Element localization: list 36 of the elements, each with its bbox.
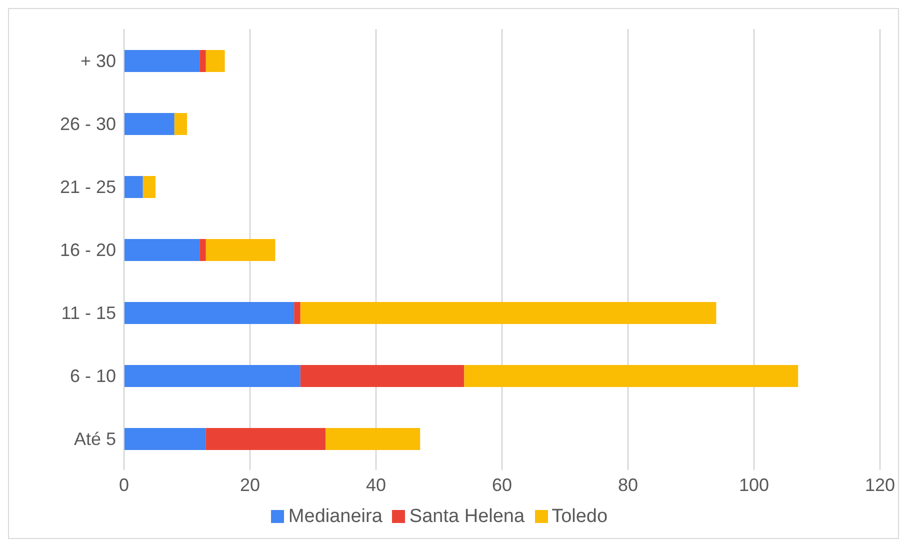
bar	[200, 50, 206, 72]
x-tick-label: 40	[366, 474, 386, 495]
bar	[300, 302, 716, 324]
bar	[464, 365, 798, 387]
bar	[200, 239, 206, 261]
y-tick-label: 6 - 10	[70, 366, 116, 386]
bar	[300, 365, 464, 387]
bar	[206, 239, 276, 261]
y-tick-label: 26 - 30	[60, 114, 116, 134]
x-tick-label: 60	[492, 474, 512, 495]
bar	[206, 428, 326, 450]
bar	[206, 50, 225, 72]
x-tick-label: 0	[118, 474, 130, 495]
bar	[142, 176, 156, 198]
y-tick-label: 21 - 25	[60, 176, 116, 197]
y-tick-label: 16 - 20	[60, 240, 116, 260]
bar	[124, 50, 200, 72]
x-tick-label: 80	[618, 474, 638, 495]
bar	[124, 113, 174, 135]
bar	[124, 365, 300, 387]
y-tick-label: + 30	[80, 50, 116, 71]
legend-label: Santa Helena	[409, 506, 525, 527]
x-tick-label: 20	[240, 474, 260, 495]
legend-label: Medianeira	[288, 506, 382, 527]
legend-label: Toledo	[552, 506, 608, 527]
bar	[124, 176, 143, 198]
x-tick-label: 120	[864, 474, 896, 495]
y-tick-label: 11 - 15	[61, 302, 116, 323]
bar	[294, 302, 300, 324]
y-tick-label: Até 5	[74, 428, 116, 449]
x-tick-label: 100	[738, 474, 770, 495]
bar	[124, 428, 206, 450]
bar	[174, 113, 187, 135]
bar	[326, 428, 420, 450]
bar	[124, 239, 200, 261]
bar	[124, 302, 294, 324]
